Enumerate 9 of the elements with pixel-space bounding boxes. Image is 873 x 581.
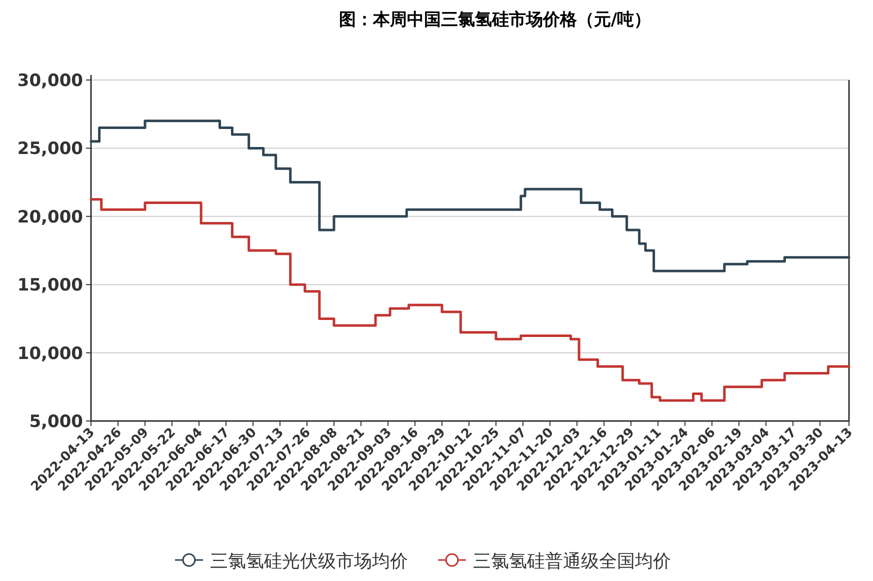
legend-label: 三氯氢硅普通级全国均价 (473, 551, 671, 572)
y-tick-label: 15,000 (17, 276, 84, 296)
y-tick-label: 10,000 (17, 344, 84, 364)
y-tick-label: 25,000 (17, 139, 84, 160)
y-tick-label: 5,000 (29, 412, 84, 432)
legend-label: 三氯氢硅光伏级市场均价 (210, 551, 408, 572)
y-tick-label: 20,000 (17, 207, 84, 228)
y-tick-label: 30,000 (17, 71, 84, 91)
chart-title: 图：本周中国三氯氢硅市场价格（元/吨） (338, 10, 652, 30)
